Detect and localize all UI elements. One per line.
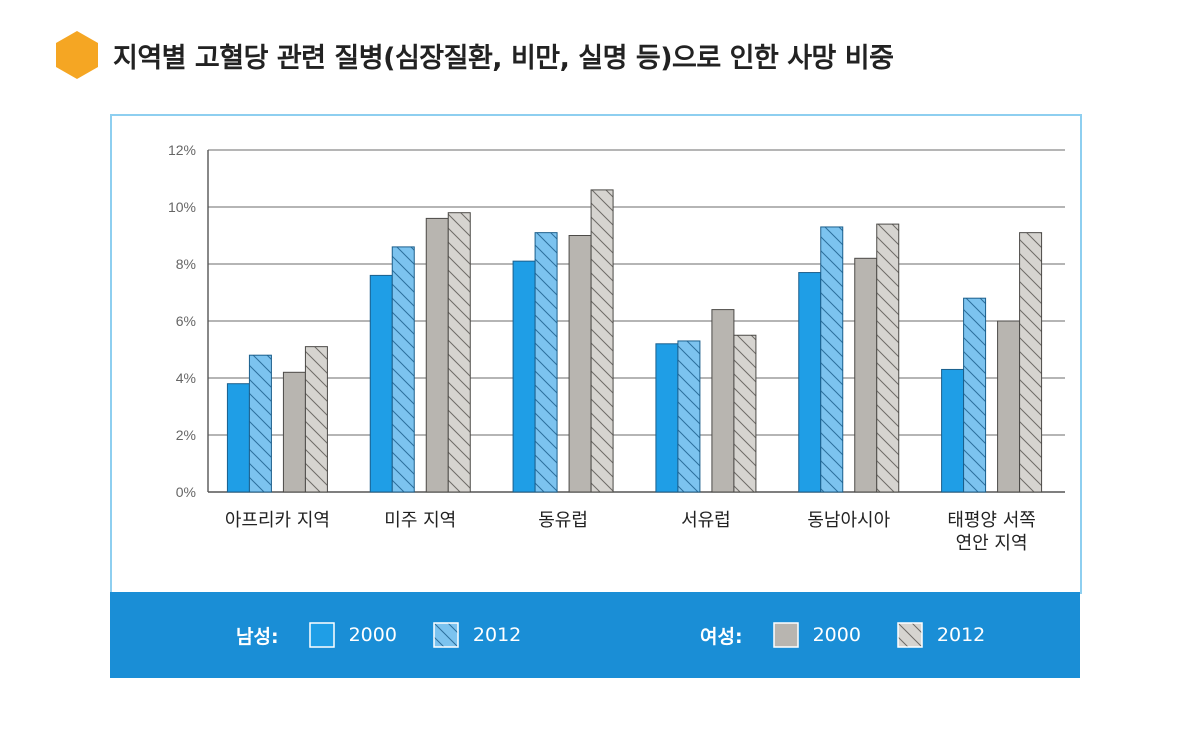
legend-male-2012: 2012 [433, 622, 521, 648]
bar-male-2000 [941, 368, 965, 493]
bar-male-2012 [820, 226, 844, 493]
y-tick-label: 8% [176, 256, 196, 272]
bar-male-2000 [226, 383, 250, 493]
x-tick-label: 미주 지역 [384, 510, 456, 531]
bar-male-2012 [963, 297, 987, 493]
x-tick-label: 동남아시아 [807, 510, 890, 531]
legend-swatch-male-2000 [308, 622, 335, 648]
bar-female-2012 [1019, 232, 1043, 493]
bars-layer [226, 189, 1043, 493]
bar-female-2000 [425, 217, 449, 493]
bar-female-2012 [590, 189, 614, 493]
grid-layer [207, 149, 1065, 493]
bar-male-2012 [677, 340, 701, 493]
bar-female-2000 [711, 309, 735, 493]
bar-female-2012 [447, 212, 471, 493]
legend-female-2000: 2000 [772, 622, 861, 648]
y-tick-label: 12% [168, 142, 196, 158]
legend-female-title: 여성: [700, 625, 743, 648]
bar-male-2000 [655, 343, 679, 493]
legend-label-female-2012: 2012 [936, 624, 986, 646]
x-tick-label: 동유럽 [538, 510, 588, 531]
bar-male-2000 [369, 274, 393, 493]
orange-hexagon-icon [56, 31, 98, 79]
bar-female-2000 [997, 320, 1021, 493]
legend-bar: 남성: 2000 2012 여성: 2000 2012 [110, 592, 1080, 678]
y-tick-label: 2% [176, 427, 196, 443]
bar-female-2012 [733, 334, 757, 493]
x-tick-label: 연안 지역 [956, 533, 1028, 554]
bar-male-2012 [391, 246, 415, 493]
x-tick-label: 서유럽 [681, 510, 731, 531]
legend-male-title: 남성: [236, 625, 279, 648]
legend-female-2012: 2012 [897, 622, 985, 648]
legend-label-male-2012: 2012 [472, 624, 522, 646]
labels-layer: 0% 2% 4% 6% 8% 10% 12% 아프리카 지역 미주 지역 동유럽 서유럽 동남아시아 태… [168, 142, 1036, 554]
legend-swatch-female-2000 [772, 622, 799, 648]
bar-female-2000 [854, 257, 878, 493]
bar-male-2000 [798, 272, 822, 493]
legend-swatch-male-2012 [433, 622, 459, 648]
y-tick-label: 10% [168, 199, 196, 215]
bar-chart: 0% 2% 4% 6% 8% 10% 12% 아프리카 지역 미주 지역 동유럽 서유럽 동남아시아 태… [168, 142, 1065, 554]
legend-label-male-2000: 2000 [348, 624, 397, 646]
title-row: 지역별 고혈당 관련 질병(심장질환, 비만, 실명 등)으로 인한 사망 비중 [55, 30, 894, 80]
y-tick-label: 6% [176, 313, 196, 329]
y-tick-label: 4% [176, 370, 196, 386]
bar-male-2012 [248, 354, 272, 493]
legend-male-group: 남성: 2000 2012 [236, 592, 557, 678]
legend-label-female-2000: 2000 [812, 624, 861, 646]
x-tick-label: 아프리카 지역 [225, 510, 330, 531]
legend-swatch-female-2012 [897, 622, 923, 648]
y-tick-label: 0% [176, 484, 196, 500]
bar-male-2012 [534, 232, 558, 493]
bar-female-2000 [282, 371, 306, 493]
bar-male-2000 [512, 260, 536, 493]
x-tick-label: 태평양 서쪽 [947, 510, 1036, 531]
legend-male-2000: 2000 [308, 622, 397, 648]
bar-female-2012 [876, 223, 900, 493]
bar-female-2000 [568, 235, 592, 493]
legend-female-group: 여성: 2000 2012 [700, 592, 1021, 678]
bar-female-2012 [304, 346, 328, 493]
page-title: 지역별 고혈당 관련 질병(심장질환, 비만, 실명 등)으로 인한 사망 비중 [113, 42, 894, 74]
